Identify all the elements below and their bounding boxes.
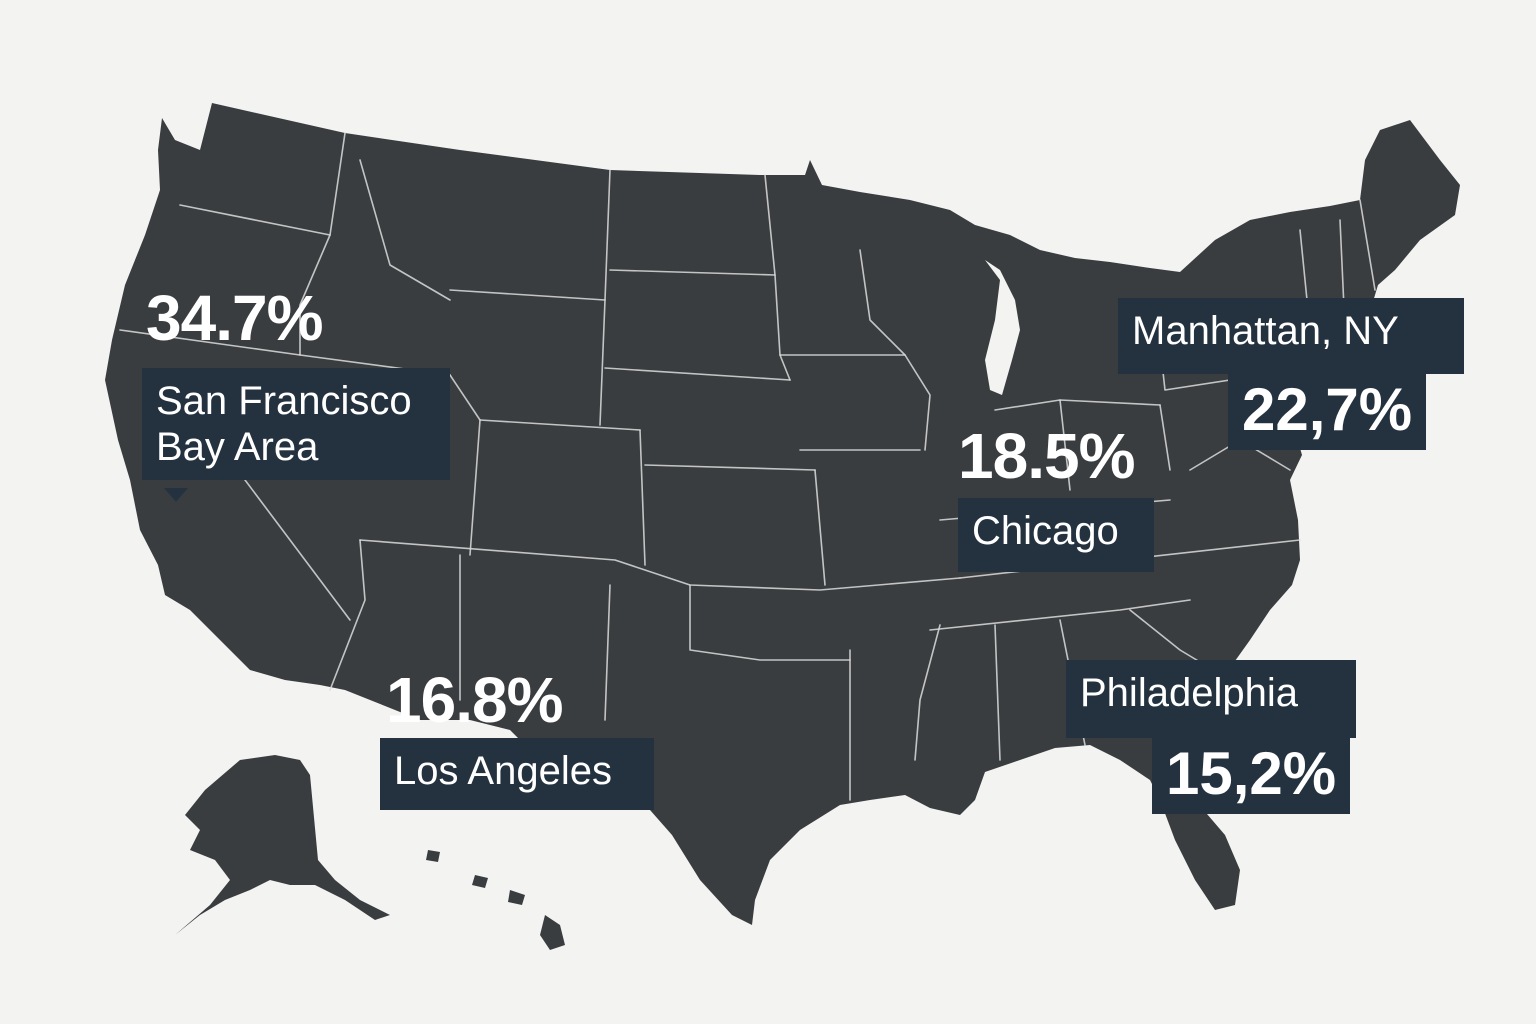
value-manhattan: 22,7% [1228, 372, 1427, 450]
hawaii-big-island [540, 915, 565, 950]
pointer-san-francisco [164, 488, 188, 502]
hawaii-kauai [426, 850, 440, 862]
label-line-1: San Francisco [156, 379, 412, 423]
value-chicago: 18.5% [958, 420, 1135, 492]
label-chicago: Chicago [958, 498, 1154, 572]
label-manhattan: Manhattan, NY [1118, 298, 1464, 374]
value-los-angeles: 16.8% [386, 664, 563, 736]
value-philadelphia: 15,2% [1152, 736, 1351, 814]
hawaii-oahu [472, 875, 488, 888]
value-san-francisco: 34.7% [146, 282, 323, 354]
lake-michigan [985, 260, 1020, 395]
alaska-landmass [175, 755, 390, 935]
hawaii-maui [508, 890, 525, 905]
label-line-2: Bay Area [156, 425, 319, 469]
label-san-francisco: San Francisco Bay Area [142, 368, 450, 480]
label-los-angeles: Los Angeles [380, 738, 654, 810]
label-philadelphia: Philadelphia [1066, 660, 1356, 738]
